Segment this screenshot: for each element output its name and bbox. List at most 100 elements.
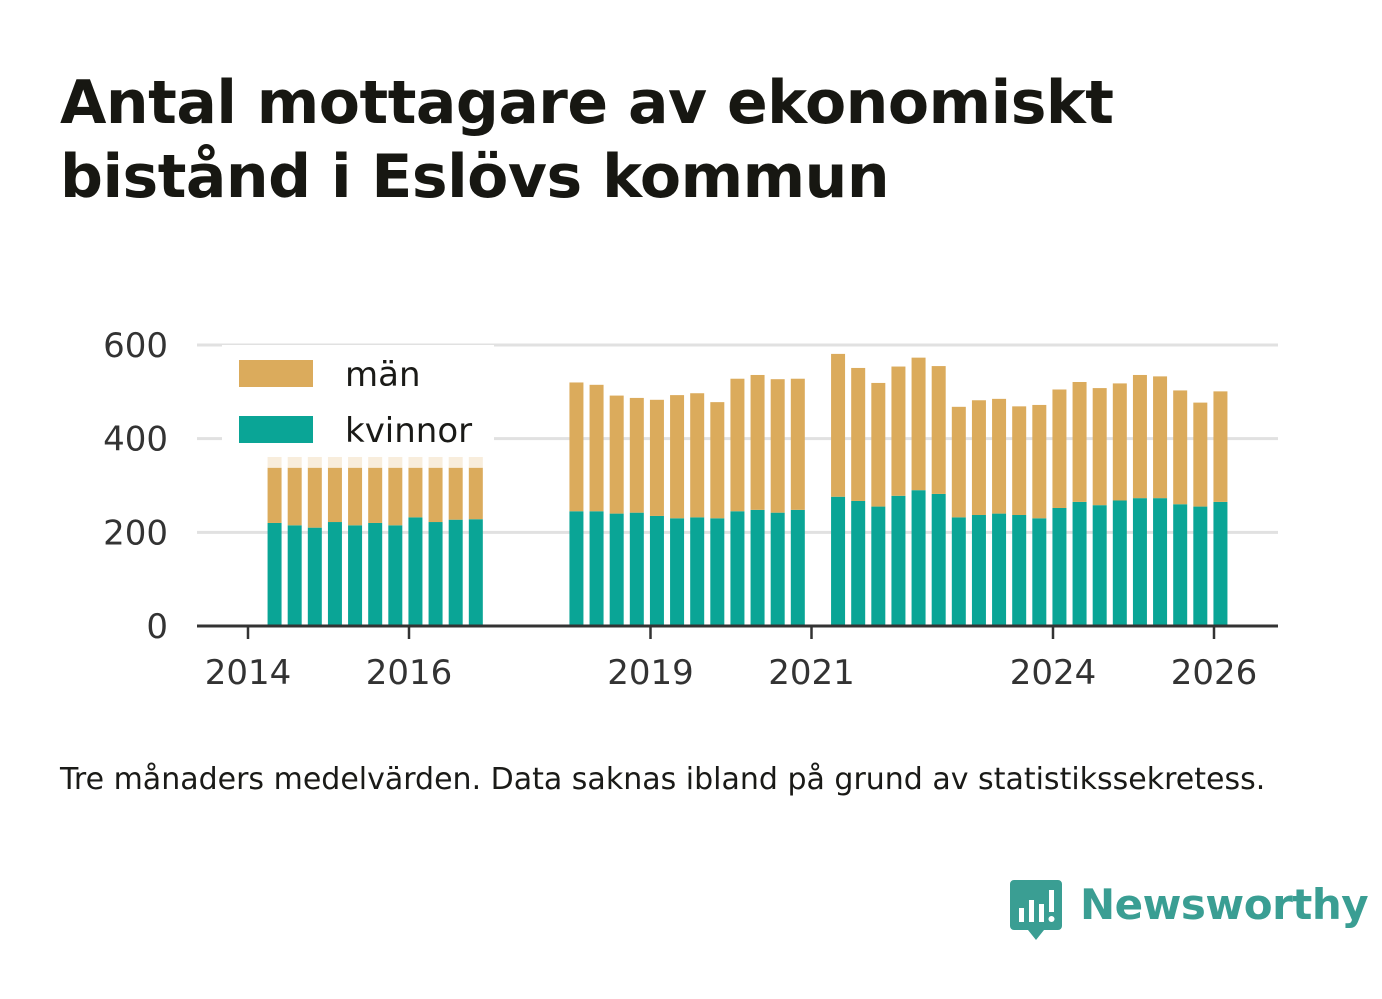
legend-label-kvinnor: kvinnor <box>345 411 472 451</box>
bar-kvinnor <box>1153 498 1168 626</box>
bar-kvinnor <box>629 512 644 626</box>
bar-kvinnor <box>368 522 383 626</box>
bar-kvinnor <box>428 522 443 626</box>
bar-kvinnor <box>790 509 805 626</box>
x-tick-label: 2024 <box>1010 653 1097 693</box>
bar-man <box>750 374 765 510</box>
bar-man <box>468 467 483 520</box>
bar-man <box>408 467 423 518</box>
newsworthy-logo-icon <box>1010 880 1062 940</box>
bar-kvinnor <box>831 496 846 626</box>
bar-kvinnor <box>1052 507 1067 626</box>
bar-kvinnor <box>1032 518 1047 626</box>
bar-kvinnor <box>307 527 322 626</box>
y-tick-label: 600 <box>103 326 168 366</box>
bar-man <box>307 467 322 528</box>
chart-title: Antal mottagare av ekonomiskt bistånd i … <box>60 68 1114 212</box>
bar-kvinnor <box>448 519 463 626</box>
bar-man <box>911 357 926 491</box>
bar-kvinnor <box>891 495 906 626</box>
bar-man <box>891 366 906 496</box>
bar-man <box>992 398 1007 514</box>
bar-kvinnor <box>408 517 423 626</box>
bar-kvinnor <box>468 519 483 626</box>
bar-man <box>1132 374 1147 499</box>
bar-man <box>1072 381 1087 502</box>
bar-kvinnor <box>1112 500 1127 626</box>
bar-kvinnor <box>348 525 363 626</box>
bar-man <box>730 378 745 512</box>
bar-kvinnor <box>730 511 745 626</box>
bar-man <box>287 467 302 526</box>
bar-kvinnor <box>649 515 664 626</box>
brand-logo[interactable]: Newsworthy <box>1010 878 1369 942</box>
x-tick-label: 2021 <box>768 653 855 693</box>
bar-man <box>327 467 342 523</box>
bar-kvinnor <box>267 522 282 626</box>
bar-kvinnor <box>609 513 624 626</box>
brand-name: Newsworthy <box>1080 880 1369 929</box>
bar-kvinnor <box>992 513 1007 626</box>
bar-man <box>1032 404 1047 519</box>
bar-kvinnor <box>670 518 685 626</box>
bar-man <box>1173 390 1188 505</box>
bar-kvinnor <box>971 515 986 626</box>
bar-kvinnor <box>1193 506 1208 626</box>
bar-kvinnor <box>931 493 946 626</box>
bar-kvinnor <box>911 490 926 626</box>
bar-kvinnor <box>770 512 785 626</box>
chart: 0 200 400 600 2014 2016 2019 2021 2024 2026 män kv… <box>103 326 1278 693</box>
bar-man <box>368 467 383 523</box>
bar-kvinnor <box>690 517 705 626</box>
bar-man <box>589 384 604 512</box>
bar-man <box>790 378 805 510</box>
bar-kvinnor <box>589 511 604 626</box>
x-tick-label: 2014 <box>205 653 292 693</box>
bar-man <box>851 367 866 501</box>
bar-man <box>428 467 443 523</box>
bar-kvinnor <box>287 525 302 626</box>
legend-swatch-kvinnor <box>239 416 313 443</box>
bar-man <box>871 382 886 507</box>
bar-man <box>710 402 725 519</box>
bar-kvinnor <box>1092 505 1107 626</box>
bar-man <box>649 399 664 516</box>
bar-man <box>1052 389 1067 508</box>
bar-kvinnor <box>710 518 725 626</box>
bar-kvinnor <box>951 517 966 626</box>
bar-man <box>267 467 282 523</box>
bar-man <box>1092 388 1107 506</box>
bar-man <box>1112 383 1127 501</box>
bar-kvinnor <box>1173 504 1188 626</box>
bar-kvinnor <box>851 500 866 626</box>
bar-man <box>1213 391 1228 502</box>
bar-kvinnor <box>388 525 403 626</box>
bar-man <box>388 467 403 526</box>
x-tick-label: 2026 <box>1171 653 1258 693</box>
bar-kvinnor <box>1012 515 1027 626</box>
bar-kvinnor <box>871 506 886 626</box>
bar-man <box>1012 406 1027 516</box>
bar-kvinnor <box>1132 498 1147 626</box>
bar-kvinnor <box>569 511 584 626</box>
y-tick-label: 400 <box>103 420 168 460</box>
bar-kvinnor <box>750 509 765 626</box>
bar-kvinnor <box>1213 501 1228 626</box>
bar-man <box>1193 402 1208 507</box>
bar-man <box>831 353 846 497</box>
y-tick-label: 0 <box>146 607 168 647</box>
bar-man <box>448 467 463 520</box>
bar-man <box>951 406 966 518</box>
bar-man <box>569 382 584 512</box>
bar-man <box>690 393 705 518</box>
y-tick-label: 200 <box>103 513 168 553</box>
bar-man <box>770 379 785 513</box>
x-tick-label: 2016 <box>366 653 453 693</box>
legend: män kvinnor <box>222 345 494 457</box>
legend-label-man: män <box>345 355 421 395</box>
legend-swatch-man <box>239 360 313 387</box>
bar-kvinnor <box>327 522 342 626</box>
footnote: Tre månaders medelvärden. Data saknas ib… <box>60 762 1266 797</box>
bar-man <box>629 397 644 513</box>
bar-man <box>670 395 685 519</box>
